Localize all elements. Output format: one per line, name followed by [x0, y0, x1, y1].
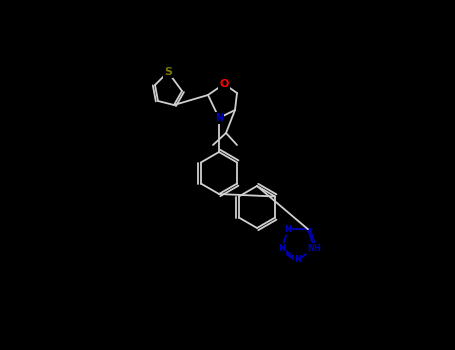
Text: N: N — [294, 256, 302, 265]
Text: N: N — [215, 113, 223, 123]
Text: S: S — [164, 67, 172, 77]
Text: N: N — [278, 244, 285, 253]
Text: N: N — [284, 225, 292, 234]
Text: O: O — [219, 79, 229, 89]
Text: NH: NH — [307, 244, 321, 253]
